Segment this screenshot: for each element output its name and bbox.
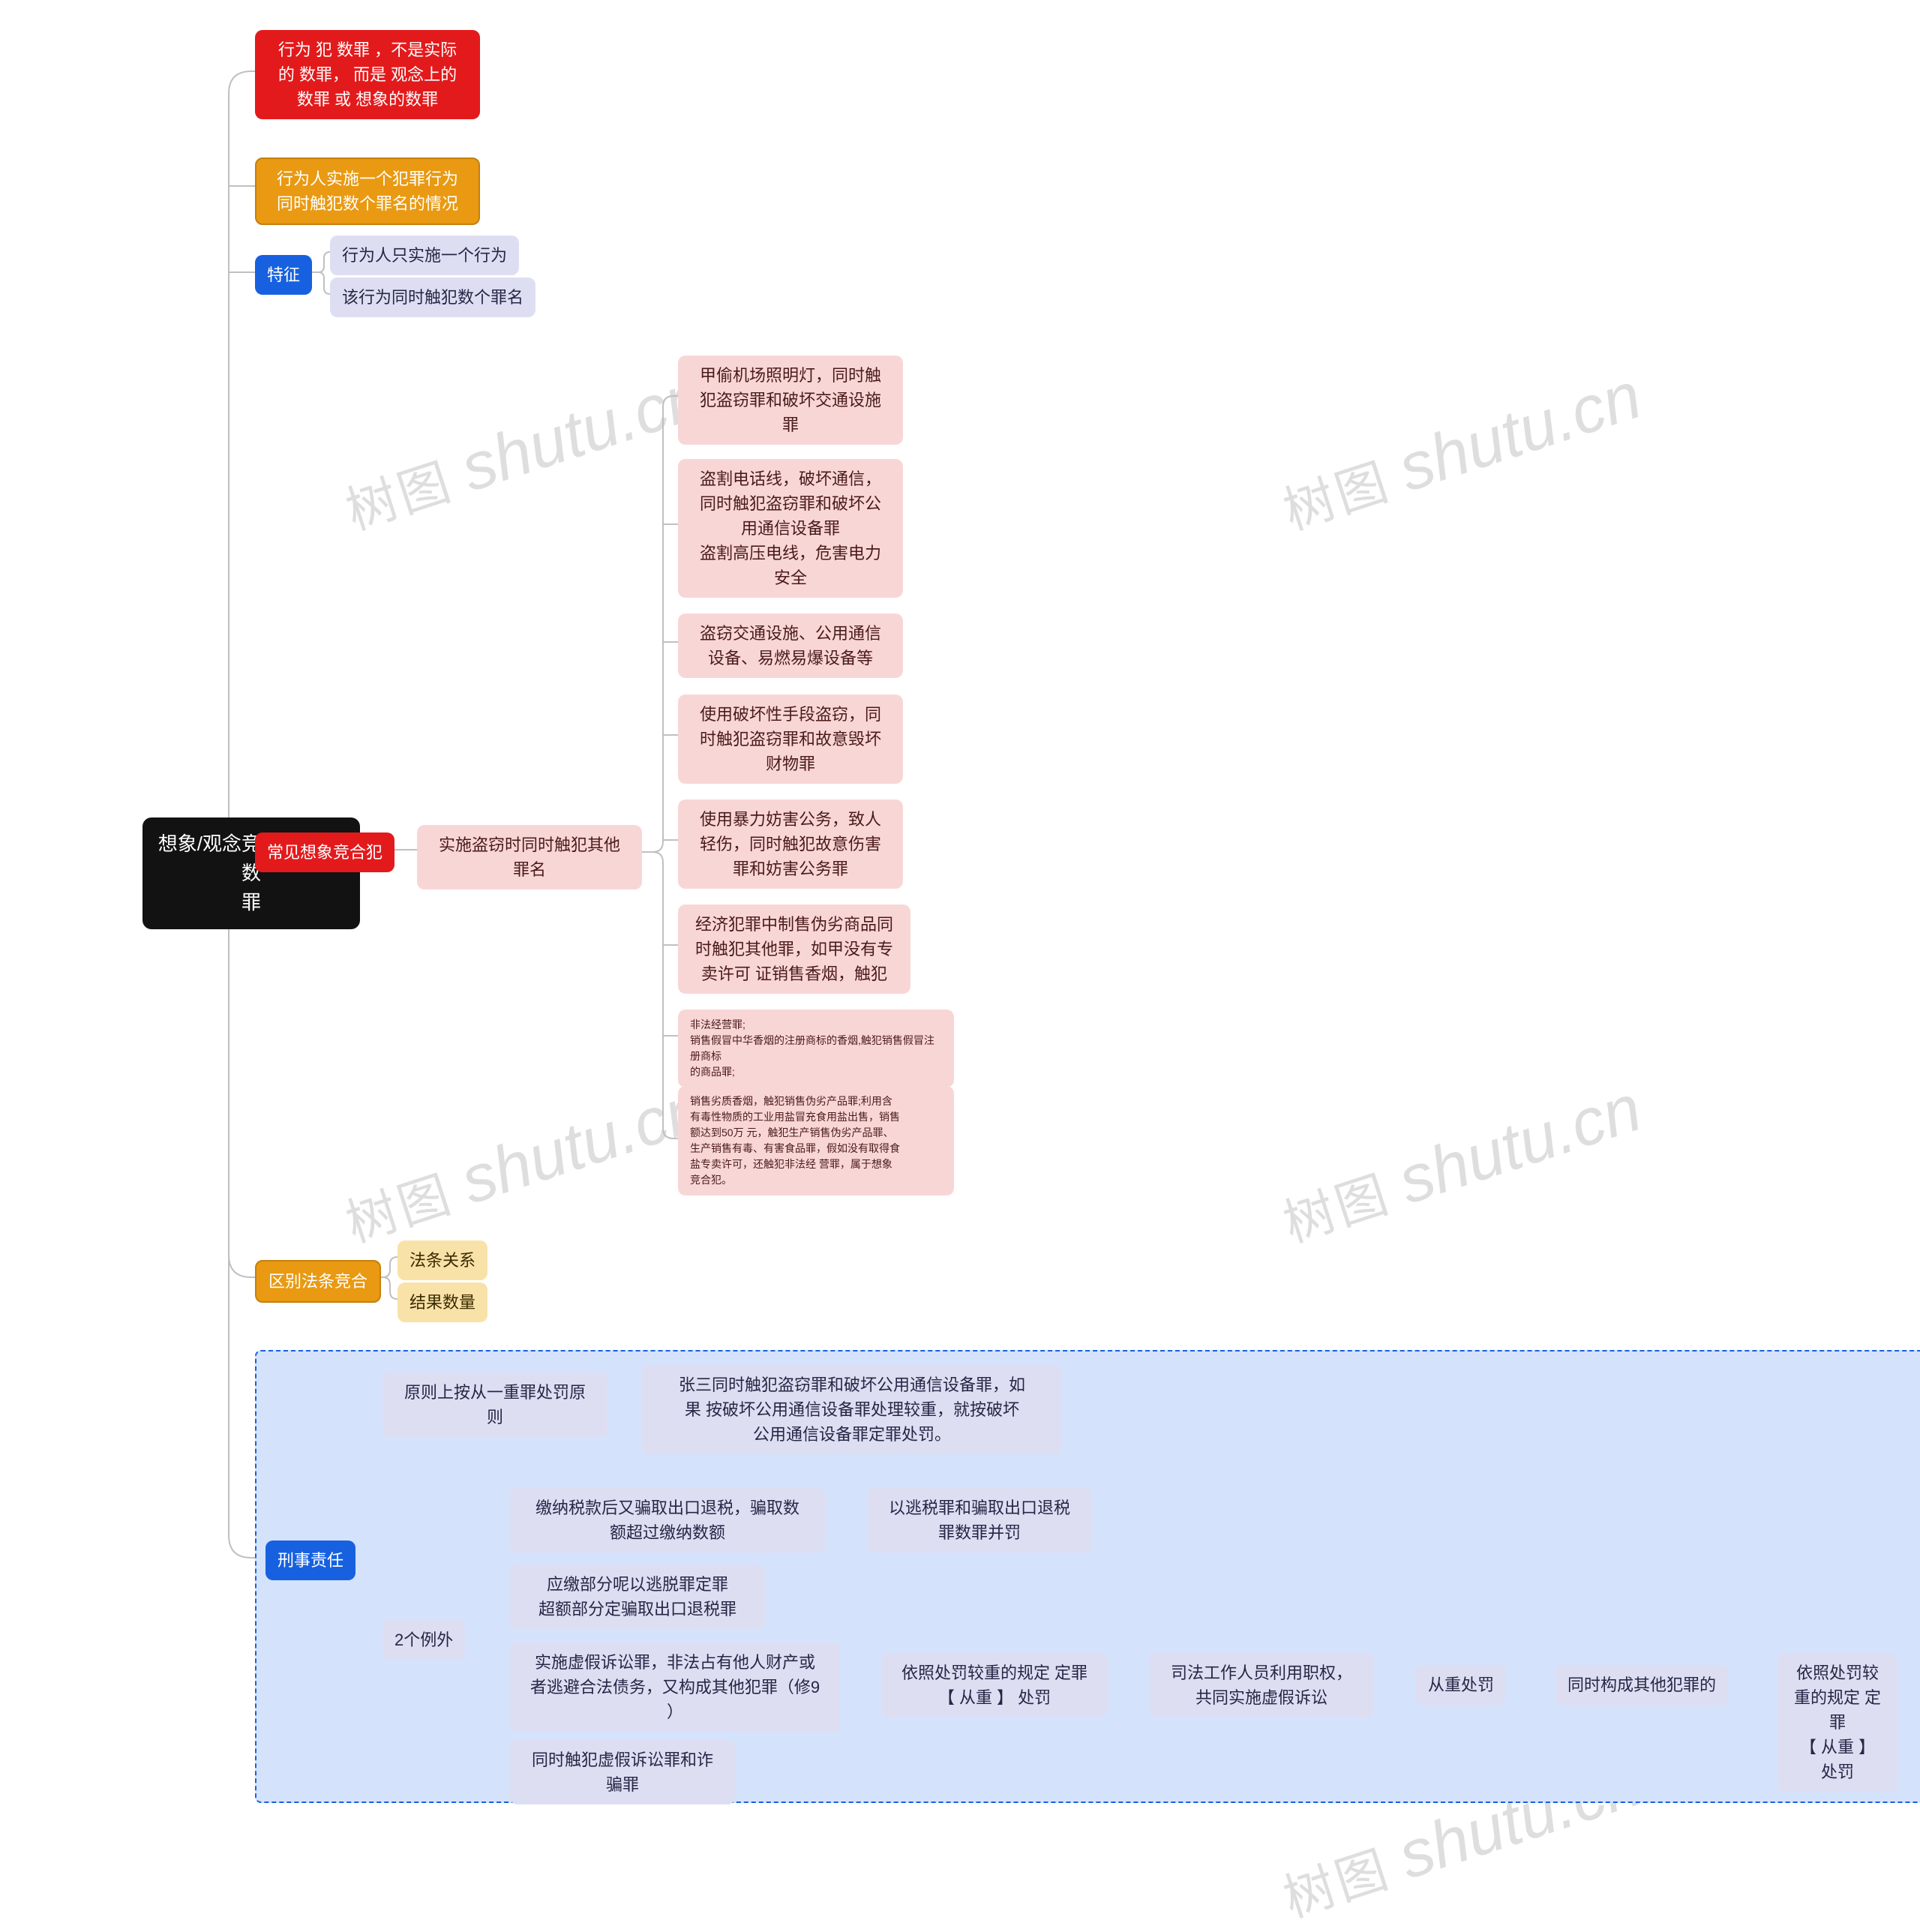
watermark: 树图shutu.cn bbox=[1272, 357, 1650, 544]
label: 从重处罚 bbox=[1428, 1672, 1494, 1697]
label: 常见想象竞合犯 bbox=[267, 840, 382, 865]
node-definition-2[interactable]: 行为人实施一个犯罪行为 同时触犯数个罪名的情况 bbox=[255, 158, 480, 225]
node-result-count[interactable]: 结果数量 bbox=[398, 1282, 488, 1322]
label: 依照处罚较重的规定 定罪 【 从重 】 处罚 bbox=[1790, 1660, 1886, 1784]
label: 非法经营罪; 销售假冒中华香烟的注册商标的香烟,触犯销售假冒注册商标 的商品罪; bbox=[690, 1017, 942, 1080]
node-difference-legal[interactable]: 区别法条竞合 bbox=[255, 1260, 381, 1303]
label: 销售劣质香烟，触犯销售伪劣产品罪;利用含 有毒性物质的工业用盐冒充食用盐出售，销… bbox=[690, 1094, 900, 1188]
wm-en: shutu.cn bbox=[1390, 1070, 1650, 1218]
node-common-cases[interactable]: 常见想象竞合犯 bbox=[255, 832, 394, 872]
watermark: 树图shutu.cn bbox=[334, 357, 712, 544]
label: 应缴部分呢以逃脱罪定罪 超额部分定骗取出口退税罪 bbox=[538, 1572, 736, 1622]
wm-cn: 树图 bbox=[1277, 1166, 1397, 1253]
label: 使用破坏性手段盗窃，同 时触犯盗窃罪和故意毁坏 财物罪 bbox=[700, 702, 881, 776]
node-exception-3b[interactable]: 司法工作人员利用职权， 共同实施虚假诉讼 bbox=[1149, 1653, 1374, 1718]
label: 甲偷机场照明灯，同时触 犯盗窃罪和破坏交通设施 罪 bbox=[700, 363, 881, 437]
label: 刑事责任 bbox=[278, 1548, 344, 1573]
label: 以逃税罪和骗取出口退税 罪数罪并罚 bbox=[889, 1496, 1070, 1545]
label: 同时构成其他犯罪的 bbox=[1568, 1672, 1716, 1697]
label: 该行为同时触犯数个罪名 bbox=[342, 285, 524, 310]
wm-cn: 树图 bbox=[1277, 453, 1397, 541]
node-case-8[interactable]: 销售劣质香烟，触犯销售伪劣产品罪;利用含 有毒性物质的工业用盐冒充食用盐出售，销… bbox=[678, 1086, 954, 1196]
watermark: 树图shutu.cn bbox=[334, 1070, 712, 1257]
label: 经济犯罪中制售伪劣商品同 时触犯其他罪，如甲没有专 卖许可 证销售香烟，触犯 bbox=[695, 912, 893, 986]
node-exception-1r[interactable]: 以逃税罪和骗取出口退税 罪数罪并罚 bbox=[867, 1488, 1092, 1552]
wm-en: shutu.cn bbox=[1390, 358, 1650, 506]
wm-en: shutu.cn bbox=[452, 1070, 712, 1218]
node-principle-example[interactable]: 张三同时触犯盗窃罪和破坏公用通信设备罪，如 果 按破坏公用通信设备罪处理较重，就… bbox=[642, 1365, 1062, 1454]
label: 法条关系 bbox=[410, 1248, 476, 1273]
node-feature-2[interactable]: 该行为同时触犯数个罪名 bbox=[330, 278, 536, 317]
node-two-exceptions[interactable]: 2个例外 bbox=[382, 1620, 465, 1660]
wm-cn: 树图 bbox=[340, 453, 460, 541]
node-case-4[interactable]: 使用破坏性手段盗窃，同 时触犯盗窃罪和故意毁坏 财物罪 bbox=[678, 694, 903, 784]
label: 依照处罚较重的规定 定罪 【 从重 】 处罚 bbox=[902, 1660, 1088, 1710]
label: 行为人只实施一个行为 bbox=[342, 243, 507, 268]
wm-cn: 树图 bbox=[1277, 1840, 1397, 1928]
node-exception-3a[interactable]: 依照处罚较重的规定 定罪 【 从重 】 处罚 bbox=[882, 1653, 1107, 1718]
node-case-1[interactable]: 甲偷机场照明灯，同时触 犯盗窃罪和破坏交通设施 罪 bbox=[678, 356, 903, 445]
label: 原则上按从一重罪处罚原 则 bbox=[404, 1380, 586, 1430]
node-exception-4[interactable]: 同时触犯虚假诉讼罪和诈 骗罪 bbox=[510, 1740, 735, 1804]
label: 盗窃交通设施、公用通信 设备、易燃易爆设备等 bbox=[700, 621, 881, 670]
node-exception-3e[interactable]: 依照处罚较重的规定 定罪 【 从重 】 处罚 bbox=[1778, 1653, 1898, 1792]
label: 实施虚假诉讼罪，非法占有他人财产或 者逃避合法债务，又构成其他犯罪（修9 ） bbox=[530, 1650, 820, 1724]
node-principle[interactable]: 原则上按从一重罪处罚原 则 bbox=[382, 1372, 608, 1437]
wm-en: shutu.cn bbox=[452, 358, 712, 506]
node-definition-1[interactable]: 行为 犯 数罪 ，不是实际 的 数罪， 而是 观念上的 数罪 或 想象的数罪 bbox=[255, 30, 480, 119]
node-features[interactable]: 特征 bbox=[255, 255, 312, 295]
label: 盗割电话线，破坏通信， 同时触犯盗窃罪和破坏公 用通信设备罪 盗割高压电线，危害… bbox=[700, 466, 881, 590]
node-case-2[interactable]: 盗割电话线，破坏通信， 同时触犯盗窃罪和破坏公 用通信设备罪 盗割高压电线，危害… bbox=[678, 459, 903, 598]
node-exception-2[interactable]: 应缴部分呢以逃脱罪定罪 超额部分定骗取出口退税罪 bbox=[510, 1564, 765, 1629]
label: 特征 bbox=[267, 262, 300, 287]
label: 缴纳税款后又骗取出口退税，骗取数 额超过缴纳数额 bbox=[536, 1496, 800, 1545]
node-criminal-liability[interactable]: 刑事责任 bbox=[266, 1540, 356, 1580]
label: 司法工作人员利用职权， 共同实施虚假诉讼 bbox=[1171, 1660, 1352, 1710]
node-exception-3d[interactable]: 同时构成其他犯罪的 bbox=[1556, 1665, 1728, 1705]
label: 同时触犯虚假诉讼罪和诈 骗罪 bbox=[532, 1748, 713, 1797]
label: 实施盗窃时同时触犯其他 罪名 bbox=[439, 832, 620, 882]
label: 区别法条竞合 bbox=[268, 1269, 368, 1294]
node-feature-1[interactable]: 行为人只实施一个行为 bbox=[330, 236, 519, 275]
node-exception-1[interactable]: 缴纳税款后又骗取出口退税，骗取数 额超过缴纳数额 bbox=[510, 1488, 825, 1552]
node-case-6[interactable]: 经济犯罪中制售伪劣商品同 时触犯其他罪，如甲没有专 卖许可 证销售香烟，触犯 bbox=[678, 904, 910, 994]
node-case-5[interactable]: 使用暴力妨害公务，致人 轻伤，同时触犯故意伤害 罪和妨害公务罪 bbox=[678, 800, 903, 889]
label: 行为 犯 数罪 ，不是实际 的 数罪， 而是 观念上的 数罪 或 想象的数罪 bbox=[278, 38, 457, 112]
node-exception-3c[interactable]: 从重处罚 bbox=[1416, 1665, 1506, 1705]
mindmap-canvas: 树图shutu.cn 树图shutu.cn 树图shutu.cn 树图shutu… bbox=[0, 0, 1920, 1885]
label: 张三同时触犯盗窃罪和破坏公用通信设备罪，如 果 按破坏公用通信设备罪处理较重，就… bbox=[679, 1372, 1025, 1447]
node-legal-relation[interactable]: 法条关系 bbox=[398, 1240, 488, 1280]
node-case-7[interactable]: 非法经营罪; 销售假冒中华香烟的注册商标的香烟,触犯销售假冒注册商标 的商品罪; bbox=[678, 1010, 954, 1088]
node-exception-3[interactable]: 实施虚假诉讼罪，非法占有他人财产或 者逃避合法债务，又构成其他犯罪（修9 ） bbox=[510, 1642, 840, 1732]
watermark: 树图shutu.cn bbox=[1272, 1070, 1650, 1257]
label: 结果数量 bbox=[410, 1290, 476, 1315]
label: 2个例外 bbox=[394, 1628, 453, 1652]
label: 使用暴力妨害公务，致人 轻伤，同时触犯故意伤害 罪和妨害公务罪 bbox=[700, 807, 881, 881]
node-case-3[interactable]: 盗窃交通设施、公用通信 设备、易燃易爆设备等 bbox=[678, 614, 903, 678]
label: 行为人实施一个犯罪行为 同时触犯数个罪名的情况 bbox=[277, 166, 458, 216]
node-theft-trigger[interactable]: 实施盗窃时同时触犯其他 罪名 bbox=[417, 825, 642, 890]
